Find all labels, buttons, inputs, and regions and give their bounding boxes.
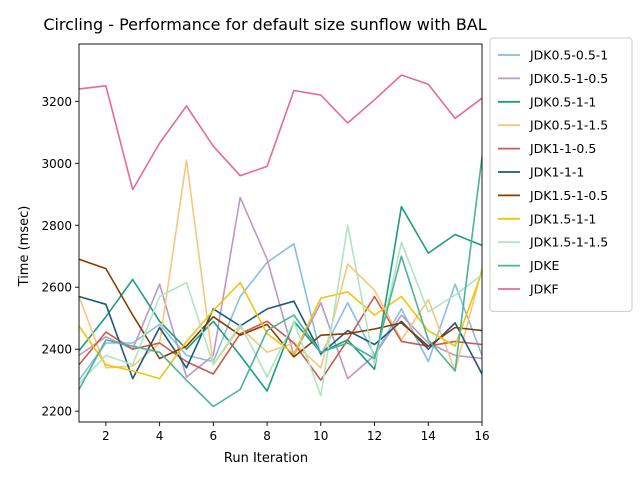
series-line-jdk0-5-1-1: [78, 205, 483, 392]
series-line-jdk0-5-1-0-5: [78, 196, 483, 380]
plot-area: 2 4 6 8 10 12 14 16 2200 2400 2600 2800 3000 3200: [41, 43, 490, 443]
x-tick-label: 16: [474, 429, 489, 443]
legend-label: JDK0.5-1-1.5: [529, 118, 608, 133]
y-axis-label: Time (msec): [17, 206, 32, 288]
legend-label: JDK1-1-1: [529, 165, 584, 180]
plot-frame: [78, 43, 483, 423]
y-tick-label: 2400: [41, 343, 72, 357]
legend-label: JDK0.5-1-1: [529, 94, 596, 109]
x-axis-label: Run Iteration: [224, 451, 308, 466]
x-tick-label: 12: [367, 429, 382, 443]
series-line-jdk1-5-1-1: [78, 271, 483, 380]
legend-label: JDK0.5-1-0.5: [529, 71, 608, 86]
y-tick-label: 2800: [41, 219, 72, 233]
legend-box: [489, 37, 633, 312]
series-line-jdk1-1-0-5: [78, 295, 483, 382]
y-tick-label: 3200: [41, 95, 72, 109]
legend-label: JDK0.5-0.5-1: [529, 48, 608, 63]
legend-label: JDK1.5-1-1.5: [529, 235, 608, 250]
x-tick-label: 14: [421, 429, 436, 443]
legend-label: JDKF: [529, 282, 559, 297]
y-tick-label: 3000: [41, 157, 72, 171]
x-tick-label: 8: [263, 429, 271, 443]
legend-label: JDK1-1-0.5: [529, 141, 596, 156]
x-tick-label: 10: [313, 429, 328, 443]
x-tick-label: 2: [102, 429, 110, 443]
legend-label: JDK1.5-1-1: [529, 211, 596, 226]
y-tick-label: 2200: [41, 405, 72, 419]
chart-title: Circling - Performance for default size …: [43, 15, 486, 34]
y-tick-label: 2600: [41, 281, 72, 295]
legend: JDK0.5-0.5-1 JDK0.5-1-0.5 JDK0.5-1-1 JDK0.5…: [489, 37, 633, 312]
x-tick-label: 6: [210, 429, 218, 443]
legend-label: JDKE: [529, 258, 560, 273]
x-tick-label: 4: [156, 429, 164, 443]
series-line-jdke: [78, 157, 483, 408]
legend-label: JDK1.5-1-0.5: [529, 188, 608, 203]
series-line-jdkf: [78, 74, 483, 191]
series-line-jdk1-5-1-1-5: [78, 224, 483, 397]
series-line-jdk1-5-1-0-5: [78, 258, 483, 360]
